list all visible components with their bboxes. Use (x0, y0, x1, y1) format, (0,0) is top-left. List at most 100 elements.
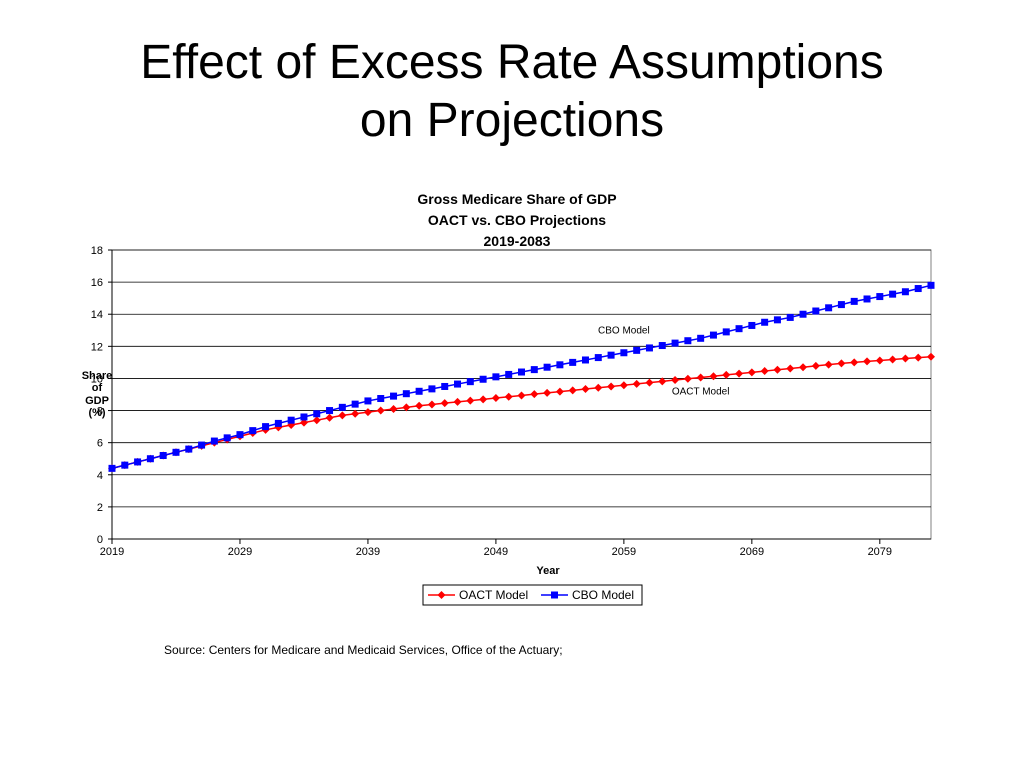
oact-data-point (696, 373, 705, 382)
oact-data-point (427, 400, 436, 409)
legend-marker-square (551, 591, 558, 599)
cbo-data-point (543, 363, 551, 371)
cbo-data-point (620, 349, 628, 357)
oact-data-point (927, 352, 935, 361)
legend-label: OACT Model (459, 588, 528, 602)
cbo-data-point (607, 351, 615, 359)
x-tick-label: 2019 (100, 546, 124, 558)
cbo-data-point (722, 328, 730, 336)
oact-data-point (811, 361, 820, 370)
series-annotation: OACT Model (672, 387, 730, 398)
cbo-data-point (479, 375, 487, 383)
oact-data-point (760, 367, 769, 376)
cbo-data-point (927, 281, 935, 289)
oact-data-point (402, 403, 411, 412)
y-axis-title-line: (%) (88, 407, 105, 419)
y-tick-label: 2 (97, 502, 103, 514)
x-tick-label: 2059 (612, 546, 636, 558)
cbo-data-point (249, 427, 257, 435)
cbo-data-point (466, 378, 474, 386)
oact-data-point (415, 401, 424, 410)
oact-data-point (773, 365, 782, 374)
oact-data-point (901, 354, 910, 363)
y-tick-label: 10 (91, 373, 103, 385)
oact-data-point (299, 418, 308, 427)
oact-data-point (351, 409, 360, 418)
cbo-data-point (518, 368, 525, 376)
cbo-data-point (901, 288, 909, 296)
oact-data-point (376, 406, 385, 415)
cbo-data-point (594, 354, 602, 362)
legend-label: CBO Model (572, 588, 634, 602)
oact-data-point (683, 374, 692, 383)
cbo-data-point (172, 448, 180, 456)
oact-data-point (747, 368, 756, 377)
oact-data-point (824, 360, 833, 369)
cbo-data-point (709, 331, 717, 339)
oact-data-point (837, 359, 846, 368)
y-axis-title-line: GDP (85, 395, 109, 407)
cbo-data-point (837, 301, 845, 309)
slide-title: Effect of Excess Rate Assumptions on Pro… (0, 34, 1024, 150)
line-chart: Gross Medicare Share of GDP OACT vs. CBO … (82, 191, 935, 606)
x-tick-label: 2069 (740, 546, 764, 558)
oact-data-point (888, 355, 897, 364)
cbo-data-point (850, 297, 858, 305)
oact-data-point (671, 376, 680, 385)
cbo-data-point (761, 318, 769, 326)
cbo-data-point (159, 452, 167, 460)
oact-data-point (504, 392, 513, 401)
oact-data-point (325, 413, 334, 422)
cbo-data-point (569, 358, 577, 366)
cbo-data-point (415, 387, 423, 395)
cbo-data-point (914, 285, 922, 293)
cbo-data-point (581, 356, 589, 364)
oact-data-point (645, 378, 654, 387)
legend-box (422, 584, 643, 606)
cbo-data-point (274, 419, 282, 427)
cbo-data-point (262, 423, 270, 431)
cbo-data-point (402, 390, 410, 398)
cbo-data-point (428, 385, 436, 393)
oact-data-point (491, 394, 500, 403)
source-note: Source: Centers for Medicare and Medicai… (164, 643, 563, 657)
y-axis-title-line: Share (82, 370, 113, 382)
cbo-data-point (198, 441, 206, 449)
oact-data-point (517, 391, 526, 400)
cbo-data-point (364, 397, 372, 405)
cbo-data-point (684, 337, 692, 345)
slide-title-line-1: Effect of Excess Rate Assumptions (140, 36, 884, 89)
oact-data-point (479, 395, 488, 404)
cbo-data-point (390, 392, 398, 400)
y-tick-label: 6 (97, 438, 103, 450)
chart-title-line: Gross Medicare Share of GDP (417, 191, 616, 207)
oact-data-point (786, 364, 795, 373)
cbo-data-point (236, 431, 244, 439)
oact-data-point (607, 382, 616, 391)
x-tick-label: 2049 (484, 546, 508, 558)
cbo-data-point (812, 307, 820, 315)
cbo-data-point (326, 407, 334, 415)
slide-title-line-2: on Projections (359, 94, 665, 147)
cbo-data-point (735, 325, 743, 333)
cbo-data-point (210, 437, 218, 445)
cbo-data-point (505, 370, 513, 378)
oact-data-point (440, 399, 449, 408)
x-tick-label: 2079 (868, 546, 892, 558)
cbo-data-point (645, 344, 653, 352)
cbo-data-point (889, 290, 897, 298)
cbo-data-point (786, 313, 794, 321)
cbo-data-point (300, 413, 308, 421)
y-tick-label: 4 (97, 470, 103, 482)
oact-data-point (466, 396, 475, 405)
cbo-data-point (121, 461, 129, 469)
cbo-data-point (633, 346, 641, 354)
cbo-data-point (454, 380, 462, 388)
x-tick-label: 2029 (228, 546, 252, 558)
oact-data-point (735, 369, 744, 378)
cbo-data-point (799, 310, 807, 318)
cbo-data-point (441, 382, 449, 390)
cbo-data-point (223, 434, 231, 442)
cbo-data-point (556, 361, 564, 369)
cbo-data-point (351, 400, 359, 408)
